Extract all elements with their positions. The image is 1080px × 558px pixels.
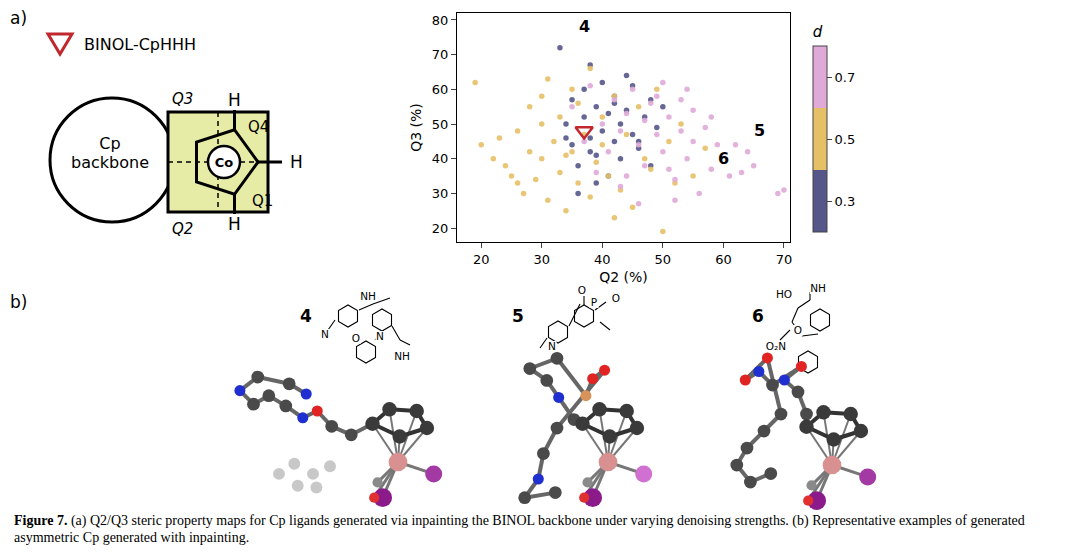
svg-text:50: 50 — [655, 252, 672, 267]
svg-text:40: 40 — [594, 252, 611, 267]
svg-text:60: 60 — [715, 252, 732, 267]
svg-text:N: N — [376, 330, 384, 342]
svg-text:Q2: Q2 — [172, 220, 193, 238]
svg-text:b): b) — [10, 292, 27, 312]
svg-text:Q4: Q4 — [248, 118, 269, 136]
svg-text:O: O — [578, 284, 586, 296]
svg-text:N: N — [321, 328, 329, 340]
svg-text:80: 80 — [432, 12, 449, 27]
svg-text:Co: Co — [215, 155, 234, 170]
svg-text:O₂N: O₂N — [766, 340, 786, 352]
svg-text:BINOL-CpHHH: BINOL-CpHHH — [84, 35, 196, 54]
svg-text:NH: NH — [810, 282, 826, 294]
svg-text:20: 20 — [432, 221, 449, 236]
html-text:Figure 7. (a) Q2/Q3 steric pro: Figure 7. (a) Q2/Q3 steric property maps… — [14, 513, 1025, 545]
svg-text:5: 5 — [512, 306, 524, 326]
svg-text:Q3: Q3 — [172, 90, 193, 108]
svg-text:30: 30 — [533, 252, 550, 267]
svg-text:Cp: Cp — [99, 134, 120, 153]
svg-text:H: H — [228, 214, 241, 234]
svg-text:NH: NH — [394, 350, 410, 362]
svg-text:0.7: 0.7 — [835, 70, 856, 85]
svg-text:50: 50 — [432, 117, 449, 132]
svg-text:Q2 (%): Q2 (%) — [599, 269, 648, 285]
svg-text:N: N — [548, 340, 556, 352]
svg-text:O: O — [612, 292, 620, 304]
svg-text:4: 4 — [300, 306, 312, 326]
svg-text:Q3 (%): Q3 (%) — [408, 103, 424, 152]
svg-text:0.5: 0.5 — [835, 132, 856, 147]
svg-text:40: 40 — [432, 151, 449, 166]
svg-text:Q1: Q1 — [252, 192, 273, 210]
svg-text:O: O — [794, 324, 802, 336]
svg-text:a): a) — [10, 8, 27, 28]
svg-text:0.3: 0.3 — [835, 194, 856, 209]
svg-text:6: 6 — [752, 306, 764, 326]
svg-text:70: 70 — [432, 47, 449, 62]
svg-text:P: P — [591, 296, 597, 308]
svg-text:O: O — [352, 332, 360, 344]
svg-text:NH: NH — [360, 290, 376, 302]
svg-text:H: H — [228, 90, 241, 110]
svg-text:H: H — [290, 152, 303, 172]
svg-text:HO: HO — [776, 288, 792, 300]
svg-text:backbone: backbone — [71, 153, 149, 172]
svg-text:70: 70 — [776, 252, 793, 267]
svg-text:6: 6 — [718, 149, 729, 168]
svg-text:30: 30 — [432, 186, 449, 201]
svg-text:5: 5 — [754, 121, 765, 140]
svg-text:60: 60 — [432, 82, 449, 97]
svg-text:20: 20 — [473, 252, 490, 267]
svg-text:d: d — [813, 23, 823, 41]
svg-text:4: 4 — [579, 17, 590, 36]
